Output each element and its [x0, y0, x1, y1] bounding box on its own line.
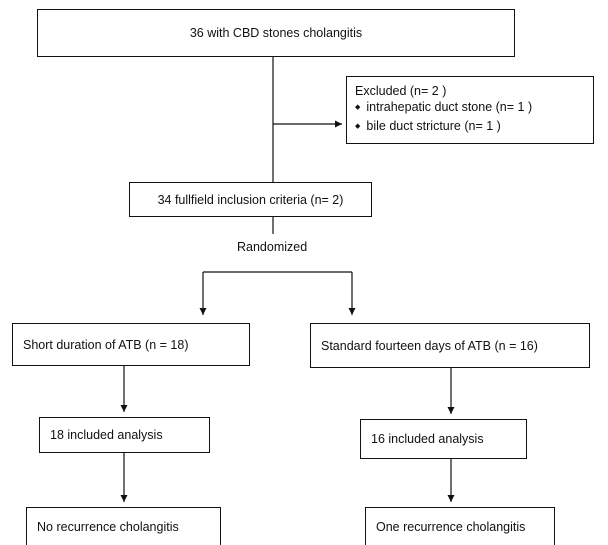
inclusion-text: 34 fullfield inclusion criteria (n= 2)	[157, 192, 344, 207]
right-analysis-text: 16 included analysis	[371, 432, 484, 446]
right-group-text: Standard fourteen days of ATB (n = 16)	[321, 338, 538, 353]
excluded-item: intrahepatic duct stone (n= 1 )	[355, 99, 585, 118]
excluded-list: intrahepatic duct stone (n= 1 ) bile duc…	[355, 99, 585, 137]
right-outcome-box: One recurrence cholangitis	[365, 507, 555, 545]
enrollment-box: 36 with CBD stones cholangitis	[37, 9, 515, 57]
right-analysis-box: 16 included analysis	[360, 419, 527, 459]
randomized-label: Randomized	[237, 240, 308, 254]
left-analysis-text: 18 included analysis	[50, 428, 163, 442]
excluded-box: Excluded (n= 2 ) intrahepatic duct stone…	[346, 76, 594, 144]
left-analysis-box: 18 included analysis	[39, 417, 210, 453]
left-group-box: Short duration of ATB (n = 18)	[12, 323, 250, 366]
excluded-item: bile duct stricture (n= 1 )	[355, 118, 585, 137]
enrollment-text: 36 with CBD stones cholangitis	[189, 26, 363, 40]
right-group-box: Standard fourteen days of ATB (n = 16)	[310, 323, 590, 368]
left-outcome-text: No recurrence cholangitis	[37, 519, 179, 534]
left-outcome-box: No recurrence cholangitis	[26, 507, 221, 545]
inclusion-box: 34 fullfield inclusion criteria (n= 2)	[129, 182, 372, 217]
left-group-text: Short duration of ATB (n = 18)	[23, 337, 189, 352]
right-outcome-text: One recurrence cholangitis	[376, 519, 526, 534]
excluded-title: Excluded (n= 2 )	[355, 84, 447, 98]
